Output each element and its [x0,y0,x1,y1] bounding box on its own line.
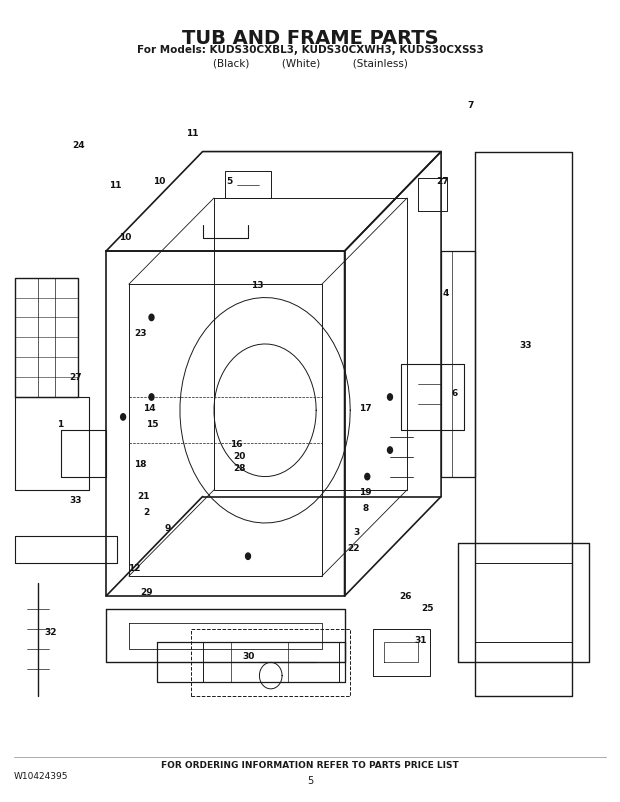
Text: 31: 31 [415,636,427,646]
Text: 20: 20 [233,452,245,461]
Text: 27: 27 [69,372,82,382]
Circle shape [121,414,126,420]
Text: 4: 4 [443,289,449,298]
Text: 11: 11 [187,129,199,138]
Text: 15: 15 [146,420,159,430]
Text: 26: 26 [399,593,412,602]
Text: 21: 21 [137,492,149,501]
Text: 33: 33 [520,341,533,350]
Text: 30: 30 [242,652,254,662]
Circle shape [388,394,392,400]
Text: 12: 12 [128,565,140,573]
Text: 14: 14 [143,404,156,414]
Text: 6: 6 [452,388,458,398]
Text: 19: 19 [359,488,372,497]
Text: 9: 9 [165,525,171,533]
Text: 5: 5 [227,176,233,186]
Text: 10: 10 [118,233,131,241]
Text: (Black)          (White)          (Stainless): (Black) (White) (Stainless) [213,59,407,69]
Text: 23: 23 [134,329,146,338]
Text: FOR ORDERING INFORMATION REFER TO PARTS PRICE LIST: FOR ORDERING INFORMATION REFER TO PARTS … [161,761,459,770]
Text: W10424395: W10424395 [14,772,68,780]
Text: 28: 28 [232,464,246,473]
Text: 33: 33 [69,496,82,505]
Text: 13: 13 [251,281,264,290]
Text: 5: 5 [307,776,313,786]
Text: 16: 16 [229,440,242,449]
Text: 11: 11 [109,180,122,190]
Text: 25: 25 [421,604,433,614]
Circle shape [246,553,250,560]
Text: For Models: KUDS30CXBL3, KUDS30CXWH3, KUDS30CXSS3: For Models: KUDS30CXBL3, KUDS30CXWH3, KU… [136,46,484,55]
Text: 10: 10 [153,176,165,186]
Text: TUB AND FRAME PARTS: TUB AND FRAME PARTS [182,30,438,48]
Circle shape [149,314,154,321]
Text: 17: 17 [359,404,372,414]
Text: 8: 8 [363,504,369,513]
Text: 2: 2 [143,508,149,517]
Circle shape [365,473,370,480]
Text: 22: 22 [347,545,360,553]
Text: 32: 32 [45,628,57,638]
Text: 1: 1 [57,420,63,430]
Text: 29: 29 [140,589,153,597]
Text: 3: 3 [353,529,360,537]
Text: 18: 18 [134,460,146,469]
Circle shape [388,447,392,453]
Text: 27: 27 [436,176,449,186]
Circle shape [149,394,154,400]
Text: 24: 24 [72,140,85,150]
Text: 7: 7 [467,101,474,110]
